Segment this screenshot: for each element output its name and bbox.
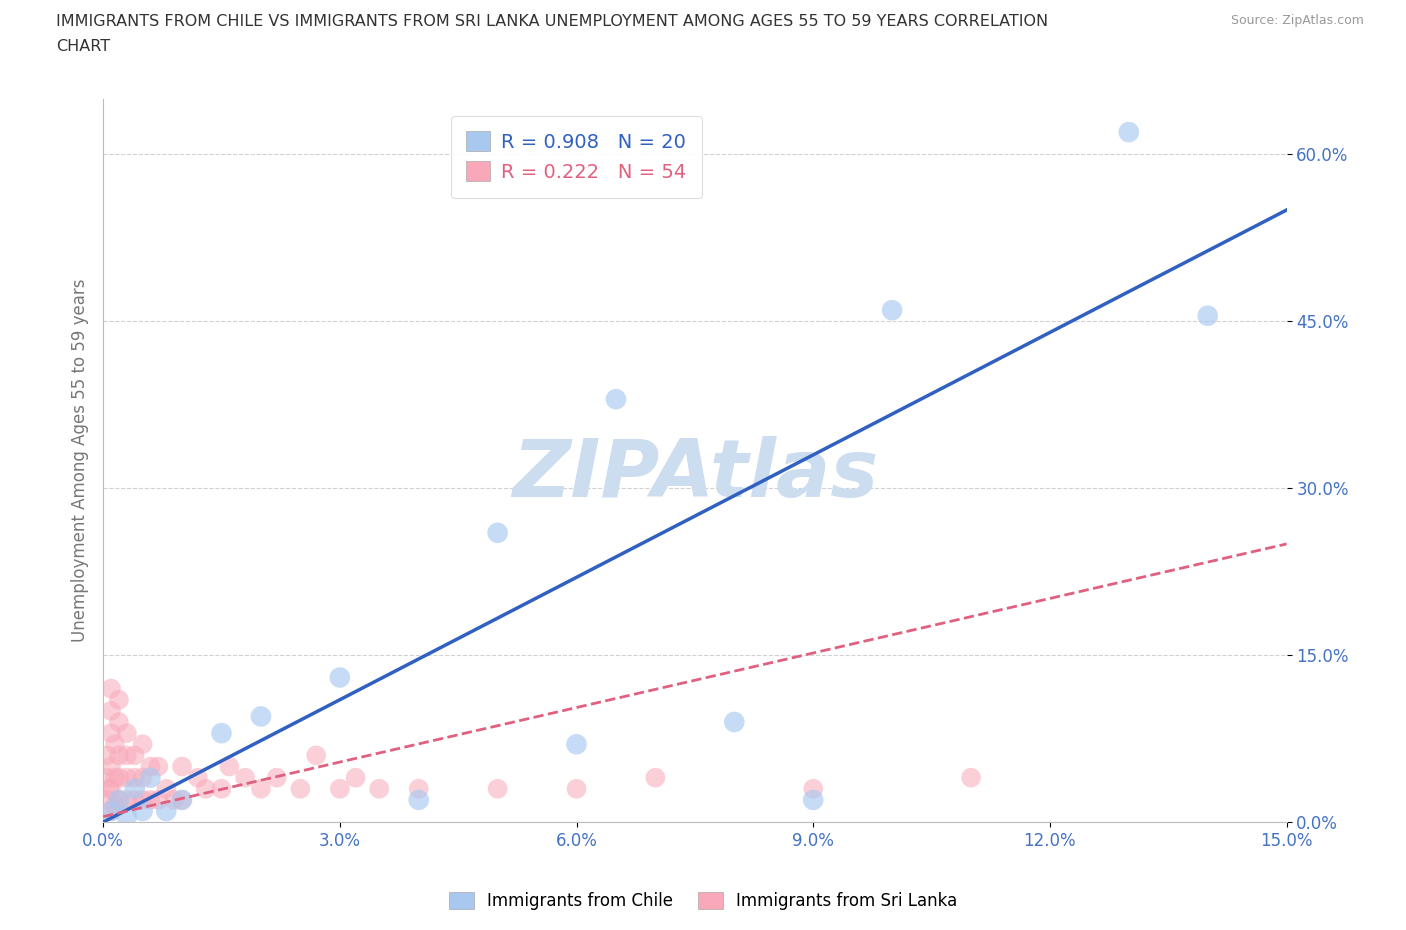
- Point: [605, 392, 627, 406]
- Point: [100, 804, 122, 818]
- Point: [115, 725, 138, 740]
- Point: [170, 792, 193, 807]
- Point: [108, 692, 131, 707]
- Point: [131, 770, 153, 785]
- Point: [329, 670, 352, 684]
- Point: [882, 303, 904, 318]
- Point: [148, 792, 170, 807]
- Point: [187, 770, 209, 785]
- Point: [408, 781, 430, 796]
- Point: [124, 781, 146, 796]
- Point: [115, 792, 138, 807]
- Point: [124, 770, 146, 785]
- Point: [124, 748, 146, 763]
- Point: [170, 759, 193, 774]
- Point: [801, 781, 824, 796]
- Point: [98, 781, 121, 796]
- Point: [124, 792, 146, 807]
- Point: [131, 792, 153, 807]
- Point: [644, 770, 666, 785]
- Point: [211, 725, 233, 740]
- Point: [723, 714, 745, 729]
- Point: [139, 770, 162, 785]
- Point: [131, 737, 153, 751]
- Legend: Immigrants from Chile, Immigrants from Sri Lanka: Immigrants from Chile, Immigrants from S…: [441, 885, 965, 917]
- Text: CHART: CHART: [56, 39, 110, 54]
- Point: [131, 804, 153, 818]
- Point: [139, 759, 162, 774]
- Point: [104, 770, 127, 785]
- Point: [1197, 309, 1219, 324]
- Point: [108, 714, 131, 729]
- Point: [100, 804, 122, 818]
- Text: IMMIGRANTS FROM CHILE VS IMMIGRANTS FROM SRI LANKA UNEMPLOYMENT AMONG AGES 55 TO: IMMIGRANTS FROM CHILE VS IMMIGRANTS FROM…: [56, 14, 1049, 29]
- Point: [329, 781, 352, 796]
- Legend: R = 0.908   N = 20, R = 0.222   N = 54: R = 0.908 N = 20, R = 0.222 N = 54: [451, 115, 702, 197]
- Point: [565, 781, 588, 796]
- Point: [170, 792, 193, 807]
- Point: [108, 770, 131, 785]
- Point: [290, 781, 312, 796]
- Point: [960, 770, 983, 785]
- Point: [486, 781, 509, 796]
- Point: [100, 759, 122, 774]
- Point: [368, 781, 391, 796]
- Point: [266, 770, 288, 785]
- Point: [96, 770, 118, 785]
- Point: [96, 792, 118, 807]
- Point: [305, 748, 328, 763]
- Point: [194, 781, 217, 796]
- Y-axis label: Unemployment Among Ages 55 to 59 years: Unemployment Among Ages 55 to 59 years: [72, 279, 89, 643]
- Point: [163, 792, 186, 807]
- Point: [148, 759, 170, 774]
- Point: [100, 725, 122, 740]
- Point: [211, 781, 233, 796]
- Point: [104, 798, 127, 813]
- Point: [218, 759, 240, 774]
- Point: [115, 809, 138, 824]
- Point: [115, 748, 138, 763]
- Text: Source: ZipAtlas.com: Source: ZipAtlas.com: [1230, 14, 1364, 27]
- Point: [139, 792, 162, 807]
- Point: [565, 737, 588, 751]
- Point: [100, 703, 122, 718]
- Point: [250, 709, 273, 724]
- Point: [155, 781, 177, 796]
- Point: [100, 781, 122, 796]
- Point: [108, 748, 131, 763]
- Point: [486, 525, 509, 540]
- Point: [104, 737, 127, 751]
- Point: [408, 792, 430, 807]
- Point: [115, 770, 138, 785]
- Text: ZIPAtlas: ZIPAtlas: [512, 436, 877, 514]
- Point: [96, 748, 118, 763]
- Point: [250, 781, 273, 796]
- Point: [108, 792, 131, 807]
- Point: [233, 770, 256, 785]
- Point: [155, 804, 177, 818]
- Point: [100, 681, 122, 696]
- Point: [344, 770, 367, 785]
- Point: [108, 792, 131, 807]
- Point: [1118, 125, 1140, 140]
- Point: [801, 792, 824, 807]
